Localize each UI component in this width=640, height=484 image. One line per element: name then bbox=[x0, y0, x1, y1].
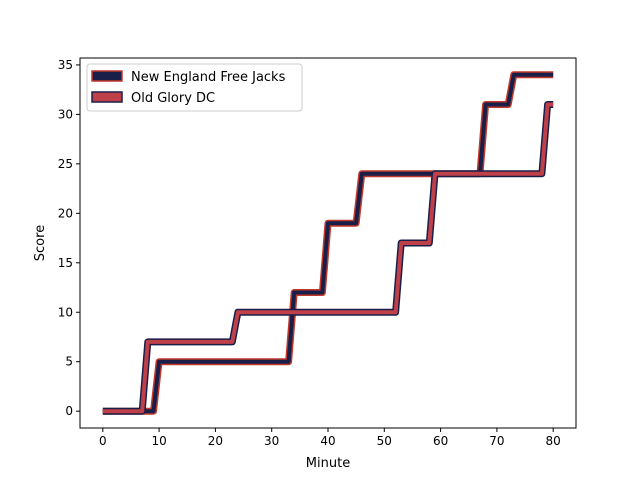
legend-label-old-glory: Old Glory DC bbox=[131, 91, 215, 106]
x-tick-label: 40 bbox=[320, 434, 335, 448]
y-tick-label: 25 bbox=[58, 157, 73, 171]
y-tick-label: 0 bbox=[65, 404, 73, 418]
series-line-free-jacks bbox=[102, 72, 554, 414]
x-tick-label: 10 bbox=[151, 434, 166, 448]
y-tick-label: 20 bbox=[58, 206, 73, 220]
y-tick-label: 30 bbox=[58, 107, 73, 121]
legend-box bbox=[86, 63, 303, 112]
y-tick-label: 35 bbox=[58, 58, 73, 72]
legend: New England Free Jacks Old Glory DC bbox=[86, 63, 303, 112]
legend-swatch-free-jacks bbox=[91, 70, 123, 82]
series-layer bbox=[102, 71, 554, 415]
x-tick-label: 30 bbox=[264, 434, 279, 448]
x-tick-label: 20 bbox=[208, 434, 223, 448]
x-tick-label: 50 bbox=[377, 434, 392, 448]
y-axis-label: Score bbox=[33, 225, 48, 261]
y-tick-label: 15 bbox=[58, 256, 73, 270]
x-axis-ticks: 0 10 20 30 40 50 60 70 80 bbox=[99, 428, 561, 448]
y-tick-label: 10 bbox=[58, 305, 73, 319]
legend-swatch-old-glory bbox=[91, 91, 123, 103]
x-tick-label: 70 bbox=[489, 434, 504, 448]
x-tick-label: 80 bbox=[546, 434, 561, 448]
x-tick-label: 0 bbox=[99, 434, 107, 448]
x-axis-label: Minute bbox=[306, 456, 350, 471]
y-axis-ticks: 0 5 10 15 20 25 30 35 bbox=[58, 58, 80, 418]
y-tick-label: 5 bbox=[65, 355, 73, 369]
series-line-old-glory bbox=[102, 102, 554, 414]
legend-label-free-jacks: New England Free Jacks bbox=[131, 70, 286, 85]
x-tick-label: 60 bbox=[433, 434, 448, 448]
